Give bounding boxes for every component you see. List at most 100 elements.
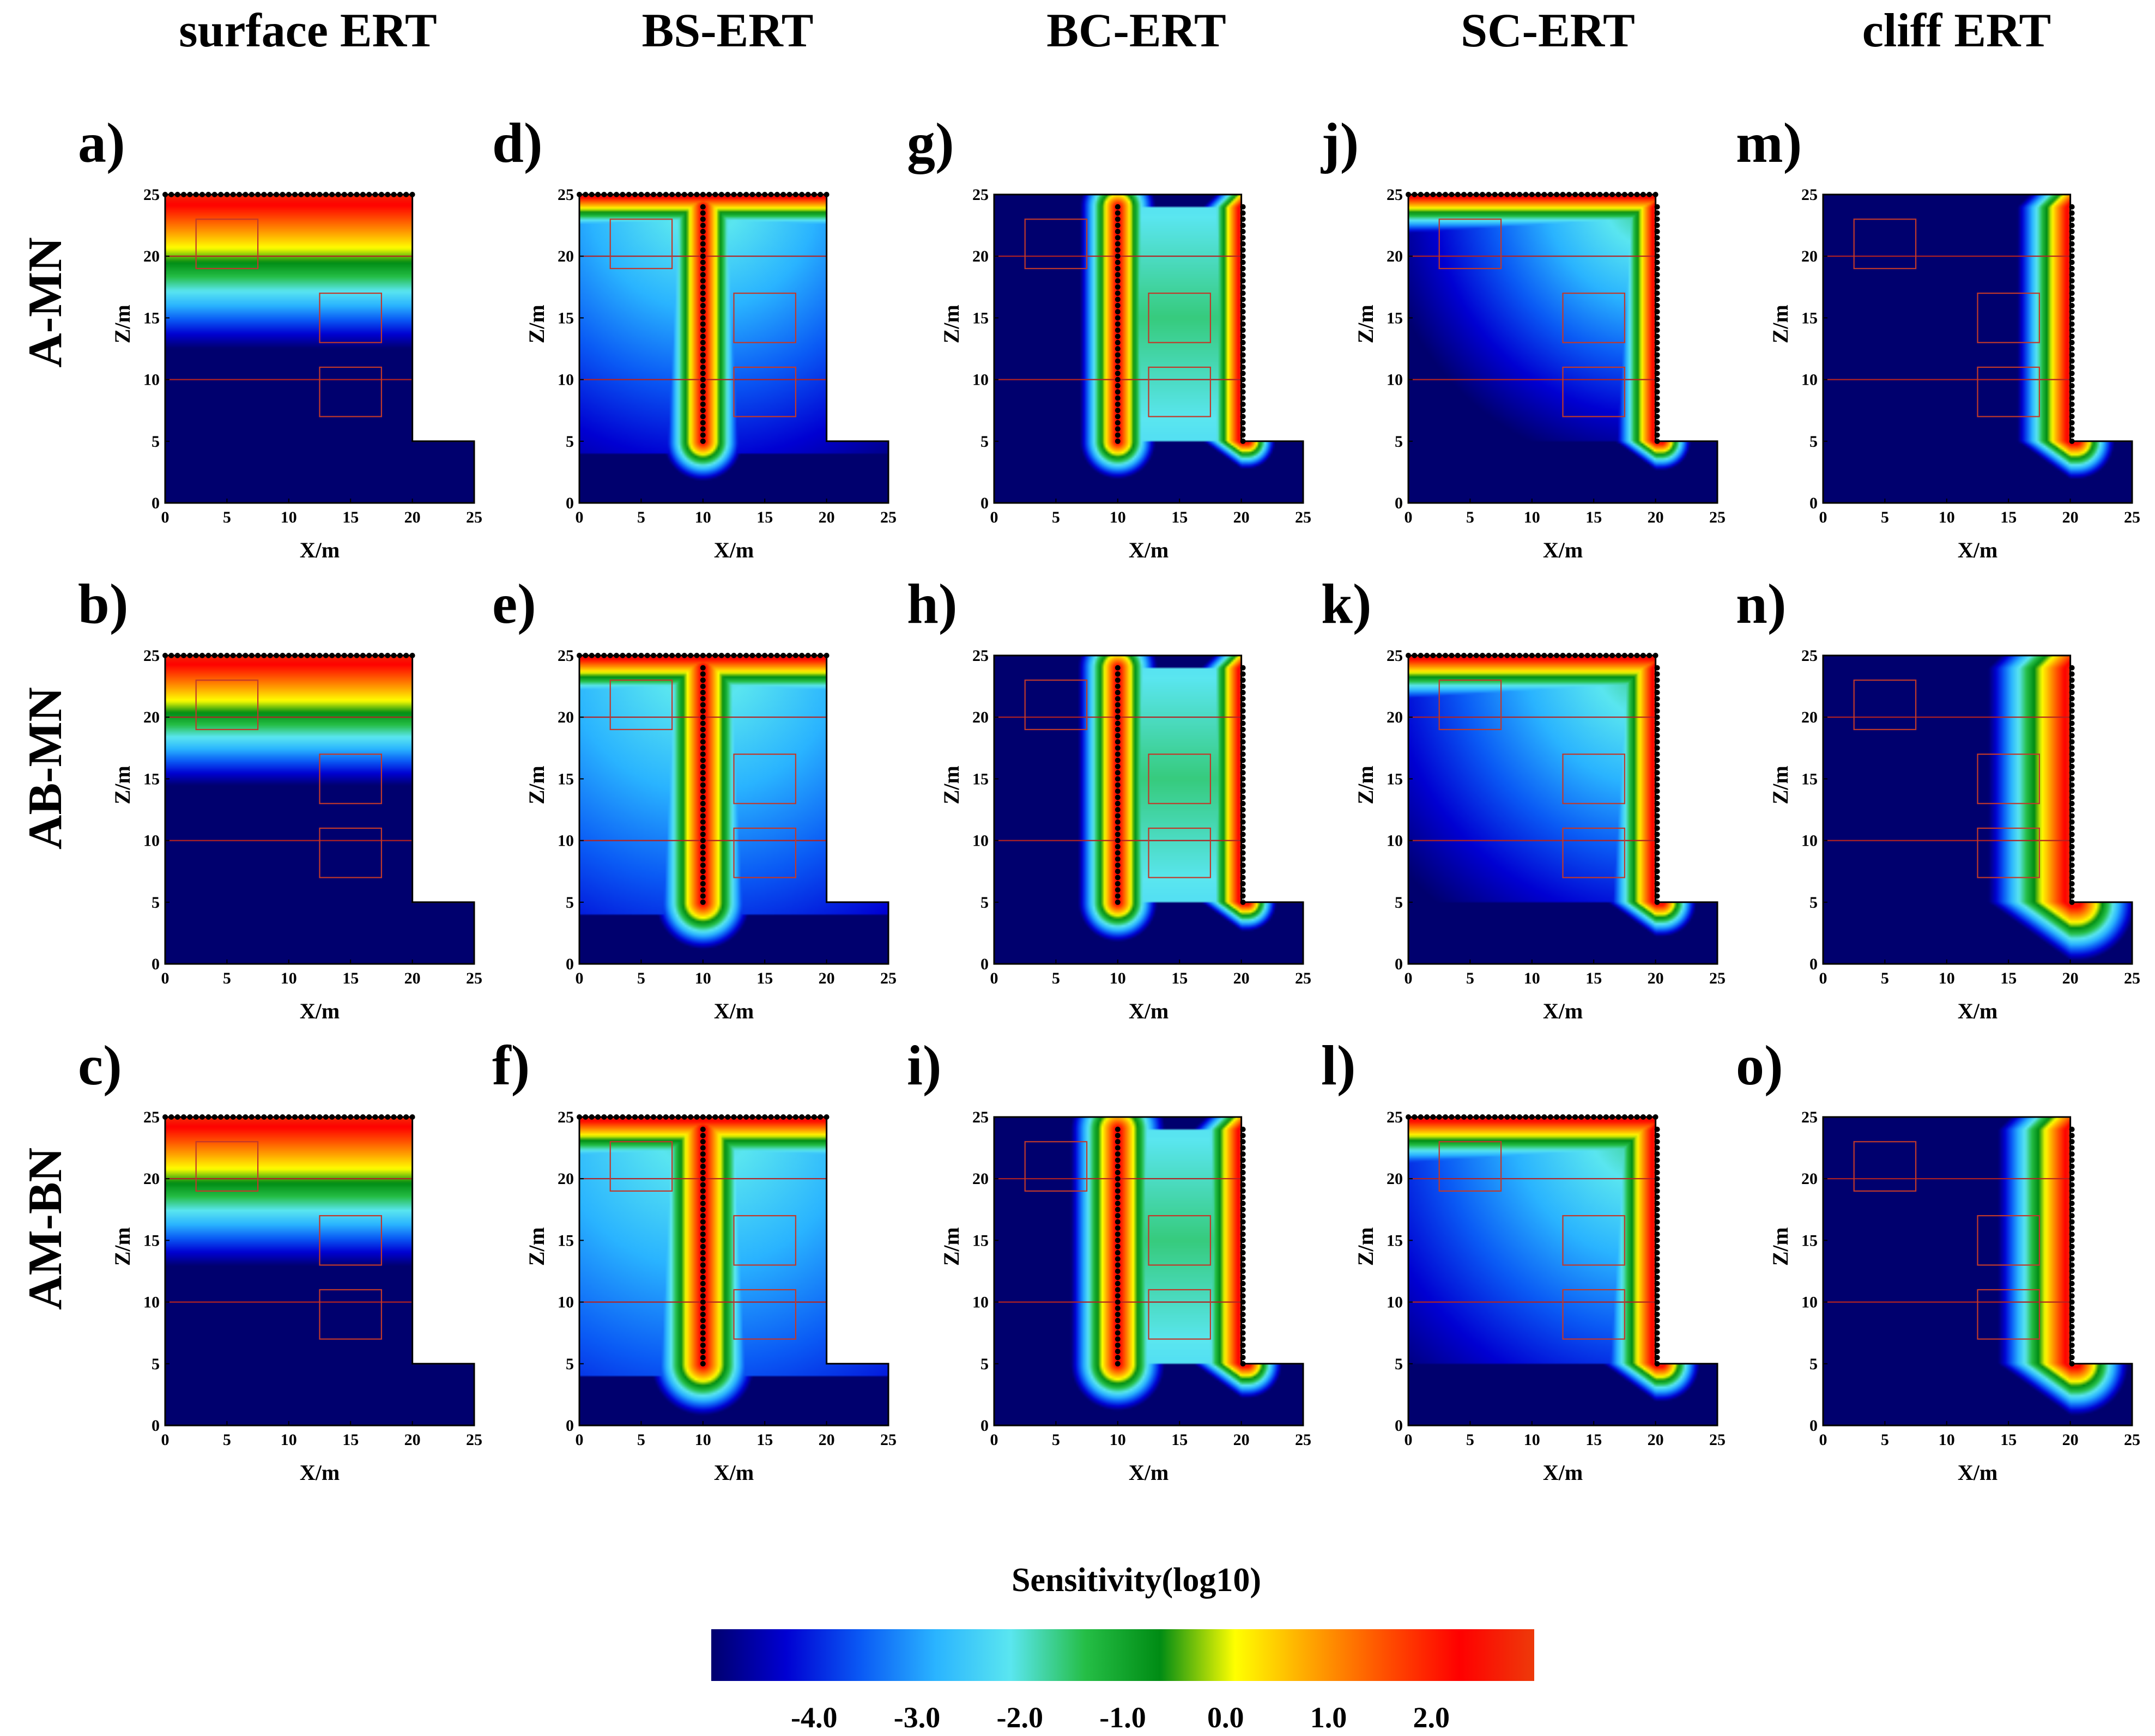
borehole-electrode: [700, 1219, 706, 1225]
surface-electrode: [1461, 192, 1467, 197]
panel-o: 0 5 10 15 20 25 0 5 10 15 20 25 X/m Z/m o): [1736, 1034, 2140, 1485]
sensitivity-heatmap: [165, 655, 474, 964]
surface-electrode: [255, 1114, 261, 1120]
y-tick-label: 0: [1809, 494, 1818, 512]
cliff-electrode: [1654, 887, 1660, 893]
surface-electrode: [1621, 192, 1627, 197]
y-tick-label: 15: [1801, 309, 1818, 327]
x-axis-label: X/m: [1543, 538, 1583, 562]
cliff-electrode: [1654, 843, 1660, 849]
panel-letter: h): [907, 573, 957, 635]
surface-electrode: [304, 1114, 310, 1120]
cliff-electrode: [1654, 893, 1660, 899]
cliff-electrode: [2069, 726, 2075, 732]
borehole-electrode: [1115, 377, 1121, 383]
surface-electrode: [1609, 192, 1615, 197]
surface-electrode: [354, 1114, 360, 1120]
surface-electrode: [1591, 1114, 1597, 1120]
cliff-electrode: [1240, 763, 1246, 769]
surface-electrode: [372, 192, 378, 197]
sensitivity-heatmap: [579, 195, 888, 503]
panel-letter: k): [1321, 573, 1371, 635]
surface-electrode: [1510, 653, 1516, 658]
y-tick-label: 5: [980, 433, 989, 451]
surface-electrode: [626, 653, 632, 658]
borehole-electrode: [1115, 222, 1121, 228]
surface-electrode: [651, 192, 657, 197]
anomaly-box: [1024, 218, 1088, 269]
cliff-electrode: [1654, 1176, 1660, 1182]
surface-electrode: [1449, 653, 1455, 658]
y-tick-label: 0: [980, 1417, 989, 1435]
sensitivity-heatmap: [579, 1117, 888, 1425]
surface-electrode: [620, 653, 626, 658]
borehole-electrode: [1115, 426, 1121, 432]
y-tick-label: 5: [152, 894, 160, 912]
borehole-electrode: [1115, 831, 1121, 837]
cliff-electrode: [2069, 881, 2075, 887]
cliff-electrode: [1654, 204, 1660, 210]
x-axis-label: X/m: [1958, 538, 1997, 562]
column-title-bc-ert: BC-ERT: [1046, 4, 1226, 57]
y-axis-label: Z/m: [1353, 1227, 1378, 1266]
cliff-electrode: [2069, 665, 2075, 671]
x-tick-label: 20: [1233, 969, 1250, 987]
cliff-electrode: [1240, 346, 1246, 351]
cliff-electrode: [1654, 819, 1660, 825]
cliff-electrode: [2069, 1274, 2075, 1280]
surface-electrode: [403, 192, 409, 197]
cliff-electrode: [2069, 1169, 2075, 1175]
cliff-electrode: [1654, 420, 1660, 426]
y-axis-label: Z/m: [110, 1227, 135, 1266]
x-tick-label: 25: [1709, 969, 1726, 987]
surface-electrode: [669, 192, 675, 197]
surface-electrode: [1510, 1114, 1516, 1120]
borehole-electrode: [700, 1194, 706, 1200]
y-tick-label: 25: [143, 647, 160, 665]
cliff-electrode: [1654, 253, 1660, 259]
surface-electrode: [1541, 192, 1547, 197]
surface-electrode: [620, 192, 626, 197]
x-tick-label: 15: [756, 508, 773, 526]
cliff-electrode: [1654, 401, 1660, 407]
column-title-sc-ert: SC-ERT: [1461, 4, 1635, 57]
surface-electrode: [1517, 653, 1523, 658]
surface-electrode: [366, 1114, 372, 1120]
anomaly-box: [319, 366, 383, 417]
cliff-electrode: [1240, 1342, 1246, 1348]
y-tick-label: 15: [1387, 309, 1403, 327]
x-axis-label: X/m: [1958, 1460, 1997, 1485]
cliff-electrode: [2069, 893, 2075, 899]
y-tick-label: 0: [1809, 1417, 1818, 1435]
borehole-electrode: [700, 770, 706, 776]
y-tick-label: 10: [143, 371, 160, 389]
cliff-electrode: [2069, 241, 2075, 247]
surface-electrode: [403, 653, 409, 658]
x-tick-label: 20: [1648, 1431, 1664, 1449]
borehole-electrode: [700, 235, 706, 241]
cliff-electrode: [1654, 1243, 1660, 1249]
borehole-electrode: [700, 763, 706, 769]
cliff-electrode: [2069, 1145, 2075, 1151]
surface-electrode: [675, 1114, 681, 1120]
borehole-electrode: [700, 1243, 706, 1249]
cliff-electrode: [2069, 1349, 2075, 1355]
cliff-electrode: [2069, 1305, 2075, 1311]
surface-electrode: [205, 192, 211, 197]
surface-electrode: [1554, 192, 1560, 197]
anomaly-box: [1853, 1141, 1917, 1192]
x-axis-label: X/m: [1543, 1460, 1583, 1485]
borehole-electrode: [1115, 1132, 1121, 1138]
borehole-electrode: [700, 671, 706, 677]
cliff-electrode: [2069, 739, 2075, 745]
surface-electrode: [725, 653, 731, 658]
surface-electrode: [1517, 192, 1523, 197]
cliff-electrode: [1240, 1256, 1246, 1262]
borehole-electrode: [700, 1286, 706, 1292]
cliff-electrode: [1240, 395, 1246, 401]
surface-electrode: [1554, 1114, 1560, 1120]
x-tick-label: 20: [819, 508, 835, 526]
surface-electrode: [792, 1114, 798, 1120]
x-tick-label: 25: [466, 969, 482, 987]
cliff-electrode: [1240, 899, 1246, 905]
